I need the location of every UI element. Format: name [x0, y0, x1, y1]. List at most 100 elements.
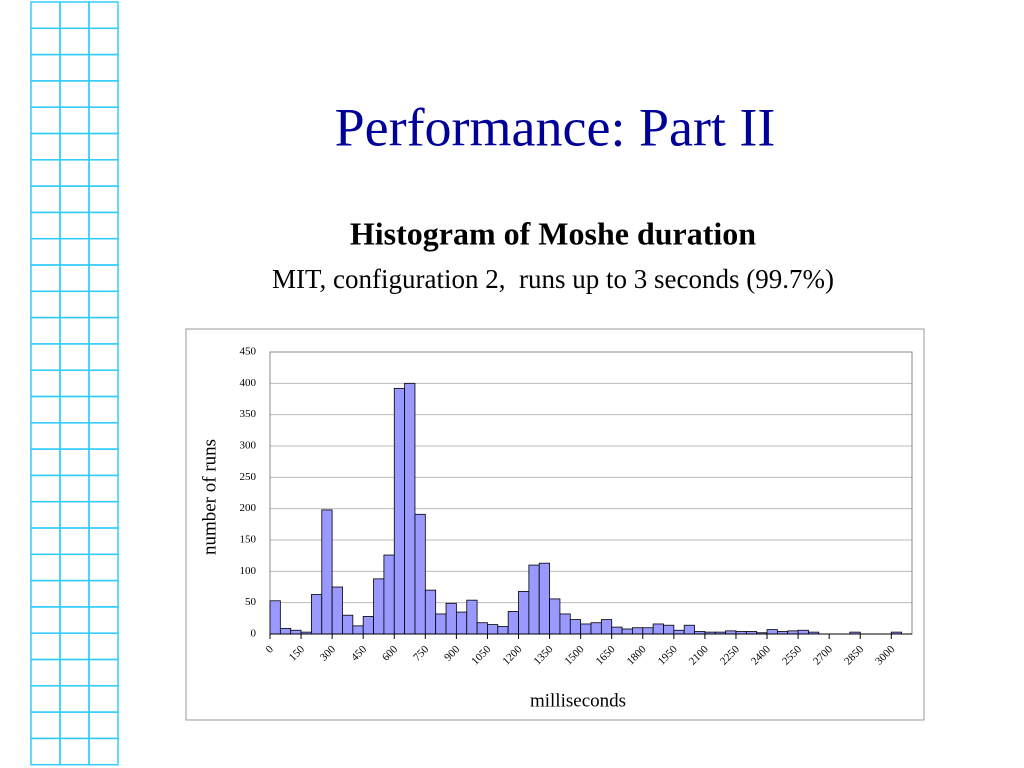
decoration-cell — [30, 132, 61, 161]
bar — [663, 624, 675, 635]
bar — [321, 509, 333, 635]
decoration-cell — [88, 53, 119, 82]
decoration-cell — [88, 632, 119, 661]
y-tick-label: 0 — [251, 628, 257, 640]
bar — [580, 623, 592, 635]
y-tick-label: 200 — [240, 502, 257, 514]
decoration-cell — [88, 527, 119, 556]
bar — [518, 590, 530, 635]
y-tick-label: 150 — [240, 534, 257, 546]
decoration-cell — [59, 159, 90, 187]
decoration-cell — [30, 500, 61, 529]
decoration-cell — [30, 159, 61, 187]
bar — [331, 586, 343, 635]
bar — [269, 600, 281, 635]
bar — [559, 613, 571, 635]
chart-frame — [185, 328, 925, 721]
decoration-cell — [30, 185, 61, 214]
decoration-cell — [30, 211, 61, 240]
bar — [487, 624, 499, 635]
decoration-cell — [59, 185, 90, 214]
decoration-cell — [59, 474, 90, 503]
bar — [549, 598, 561, 635]
decoration-cell — [88, 474, 119, 503]
bar — [611, 626, 623, 635]
bar — [497, 626, 509, 635]
bar — [538, 562, 550, 635]
decoration-cell — [59, 553, 90, 582]
bar — [445, 602, 457, 635]
decoration-cell — [88, 737, 119, 766]
decoration-cell — [88, 500, 119, 529]
decoration-cell — [59, 1, 90, 30]
bar — [414, 513, 426, 635]
decoration-cell — [59, 711, 90, 740]
bar — [290, 629, 302, 635]
decoration-cell — [30, 1, 61, 30]
decoration-cell — [59, 106, 90, 135]
bar — [311, 594, 323, 635]
decoration-cell — [30, 80, 61, 108]
decoration-cell — [30, 606, 61, 634]
bar — [621, 628, 633, 635]
bar — [766, 629, 778, 635]
decoration-cell — [30, 53, 61, 82]
decoration-cell — [88, 369, 119, 398]
decoration-cell — [30, 316, 61, 345]
decoration-cell — [59, 658, 90, 687]
y-tick-label: 300 — [240, 440, 257, 452]
decoration-cell — [30, 474, 61, 503]
y-tick-label: 250 — [240, 471, 257, 483]
bar — [455, 611, 468, 635]
decoration-cell — [88, 606, 119, 634]
decoration-cell — [59, 685, 90, 713]
bar — [476, 622, 488, 635]
bar — [424, 589, 437, 635]
decoration-cell — [30, 264, 61, 293]
decoration-cell — [88, 422, 119, 450]
decoration-cell — [30, 106, 61, 135]
decoration-cell — [88, 106, 119, 135]
slide-title: Performance: Part II — [335, 97, 776, 157]
decoration-cell — [30, 685, 61, 713]
decoration-cell — [88, 159, 119, 187]
decoration-cell — [59, 237, 90, 266]
bar — [632, 627, 644, 635]
decoration-cell — [88, 80, 119, 108]
bar — [279, 627, 292, 635]
decoration-cell — [30, 343, 61, 371]
bar — [590, 622, 602, 635]
decoration-cell — [30, 658, 61, 687]
decoration-cell — [88, 211, 119, 240]
decoration-cell — [88, 395, 119, 424]
decoration-cell — [59, 737, 90, 766]
bar — [507, 611, 519, 635]
decoration-cell — [30, 290, 61, 319]
chart-title: Histogram of Moshe duration — [350, 215, 756, 251]
decoration-cell — [59, 80, 90, 108]
bar — [673, 629, 685, 635]
bar — [683, 624, 695, 635]
decoration-cell — [30, 737, 61, 766]
decoration-cell — [30, 395, 61, 424]
bar — [373, 578, 385, 635]
bar — [362, 616, 374, 635]
decoration-cell — [30, 369, 61, 398]
decoration-cell — [88, 27, 119, 56]
decoration-cell — [59, 27, 90, 56]
decoration-cell — [30, 711, 61, 740]
decoration-grid — [30, 1, 119, 766]
bar — [404, 382, 416, 635]
bar — [652, 623, 664, 635]
bar — [435, 613, 447, 635]
decoration-cell — [59, 316, 90, 345]
decoration-cell — [88, 553, 119, 582]
decoration-cell — [88, 685, 119, 713]
y-axis-label: number of runs — [199, 439, 220, 555]
decoration-cell — [59, 527, 90, 556]
decoration-cell — [59, 579, 90, 608]
decoration-cell — [59, 500, 90, 529]
decoration-cell — [88, 658, 119, 687]
